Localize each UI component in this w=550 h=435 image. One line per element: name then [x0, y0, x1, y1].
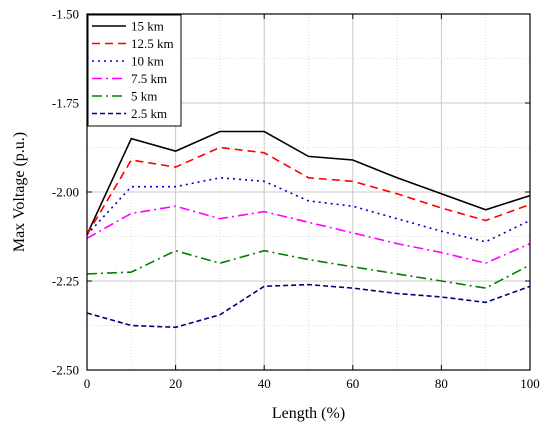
x-axis-title: Length (%)	[272, 405, 345, 422]
x-tick-label: 80	[435, 376, 448, 391]
series-line-7_5-km	[86, 205, 531, 265]
series-line-15-km	[86, 130, 531, 236]
axis-ticks: 0 20 40 60 80 100 -1.50 -1.75 -2.00 -2.25 -2.50	[52, 7, 540, 392]
series-line-10-km	[86, 176, 531, 243]
x-tick-label: 20	[169, 376, 182, 391]
y-tick-label: -1.50	[52, 7, 79, 22]
legend-label: 5 km	[131, 89, 157, 104]
legend-label: 15 km	[131, 19, 164, 34]
grid	[87, 14, 530, 370]
series-line-2_5-km	[86, 283, 531, 329]
legend: 15 km 12.5 km 10 km 7.5 km 5 km 2.5 km	[87, 14, 182, 127]
legend-label: 10 km	[131, 54, 164, 69]
legend-box	[87, 14, 182, 127]
series-lines	[86, 130, 531, 329]
x-tick-label: 100	[520, 376, 540, 391]
y-axis-title: Max Voltage (p.u.)	[11, 132, 28, 252]
series-line-12_5-km	[86, 146, 531, 236]
x-tick-label: 0	[84, 376, 91, 391]
x-tick-label: 40	[258, 376, 271, 391]
legend-label: 2.5 km	[131, 106, 167, 121]
legend-label: 12.5 km	[131, 36, 174, 51]
legend-label: 7.5 km	[131, 71, 167, 86]
y-tick-label: -2.00	[52, 185, 79, 200]
series-line-5-km	[86, 249, 531, 289]
y-tick-label: -2.50	[52, 363, 79, 378]
x-tick-label: 60	[346, 376, 359, 391]
y-tick-label: -2.25	[52, 274, 79, 289]
y-tick-label: -1.75	[52, 96, 79, 111]
